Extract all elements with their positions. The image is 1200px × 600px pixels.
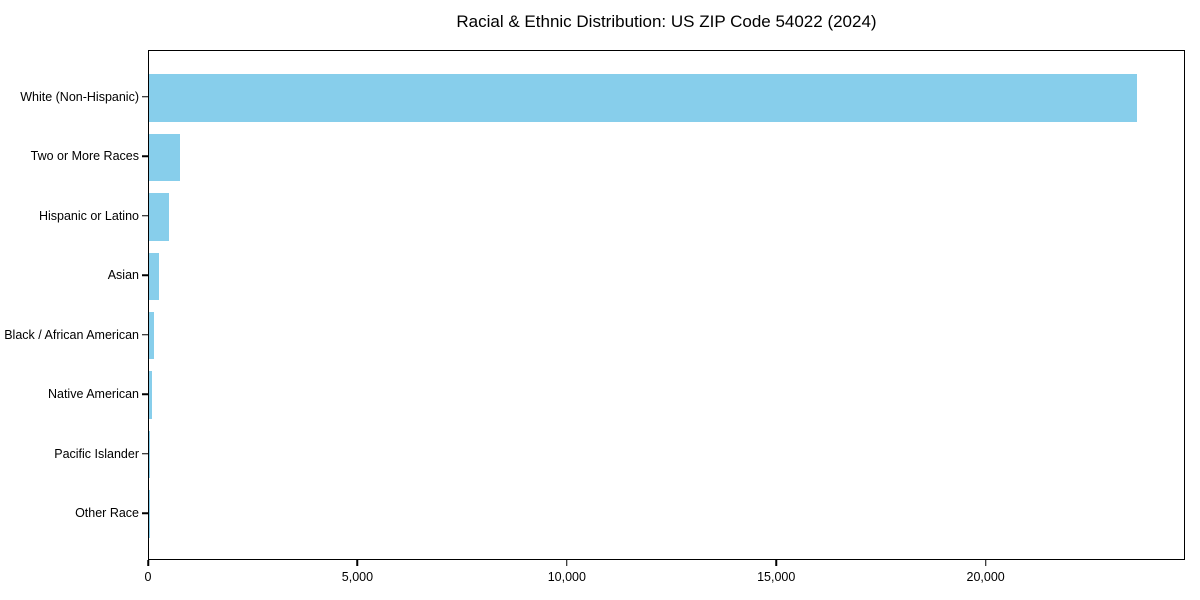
bar-black-african-american [149,311,154,360]
y-tick-mark [142,215,148,217]
bar-asian [149,252,160,301]
x-tick-label-0: 0 [144,570,152,584]
y-tick-label-other-race: Other Race [75,506,139,521]
bar-pacific-islander [149,430,150,479]
y-tick-mark [142,393,148,395]
y-tick-label-asian: Asian [107,268,139,283]
bar-native-american [149,371,152,419]
x-tick-label-10-000: 10,000 [547,570,586,584]
x-tick-mark [984,560,987,566]
chart-title: Racial & Ethnic Distribution: US ZIP Cod… [456,12,877,31]
bar-other-race [149,490,150,538]
bar-two-or-more-races [149,133,181,182]
x-tick-mark [775,560,777,566]
y-tick-mark [142,333,148,336]
x-tick-label-15-000: 15,000 [757,570,796,584]
plot-area [148,50,1185,560]
bar-hispanic-or-latino [149,193,170,241]
bar-white-non-hispanic [149,74,1137,122]
y-tick-mark [142,155,148,158]
y-tick-label-black-african-american: Black / African American [4,327,139,342]
y-tick-label-white-non-hispanic: White (Non-Hispanic) [20,89,139,104]
y-tick-label-pacific-islander: Pacific Islander [54,446,139,461]
y-tick-mark [142,512,148,514]
x-tick-mark [566,560,568,566]
y-tick-mark [142,452,148,455]
y-tick-label-two-or-more-races: Two or More Races [30,149,139,164]
x-tick-mark [147,560,149,566]
x-tick-label-5-000: 5,000 [341,570,374,584]
y-tick-mark [142,96,148,98]
y-tick-label-hispanic-or-latino: Hispanic or Latino [38,208,139,223]
x-tick-label-20-000: 20,000 [966,570,1005,584]
y-tick-mark [142,274,148,277]
y-tick-label-native-american: Native American [47,387,139,402]
x-tick-mark [356,560,359,566]
